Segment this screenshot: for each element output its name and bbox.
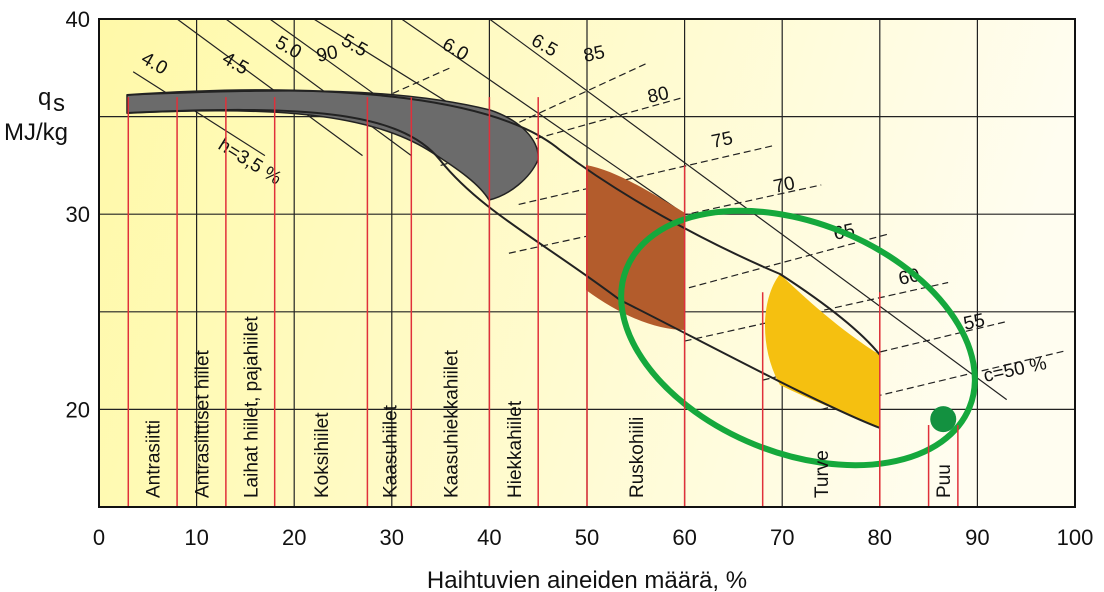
y-tick-label: 40 bbox=[66, 7, 90, 32]
carbon-line bbox=[821, 350, 1066, 410]
fuel-region-label: Kaasuhiekkahiilet bbox=[441, 349, 462, 498]
x-tick-label: 90 bbox=[965, 525, 989, 550]
highlight-ellipse bbox=[618, 207, 978, 469]
y-tick-label: 20 bbox=[66, 397, 90, 422]
fuel-region-label: Ruskohiili bbox=[627, 417, 648, 498]
fuel-region-label: Turve bbox=[812, 450, 833, 498]
carbon-line-label: 90 bbox=[315, 42, 340, 67]
fuel-region-label: Laihat hiilet, pajahiilet bbox=[241, 316, 262, 498]
fuel-envelope bbox=[126, 89, 881, 429]
carbon-line-label: 75 bbox=[710, 128, 735, 153]
y-tick-label: 30 bbox=[66, 202, 90, 227]
plot-frame bbox=[98, 18, 1076, 508]
carbon-line-label: 55 bbox=[962, 310, 987, 335]
y-axis-subscript: s bbox=[53, 90, 65, 117]
x-tick-label: 20 bbox=[282, 525, 306, 550]
hydrogen-line bbox=[401, 19, 685, 215]
fuel-region-label: Puu bbox=[934, 464, 955, 498]
fuel-region-label: Antrasiittiset hiilet bbox=[192, 349, 213, 498]
coal-region bbox=[126, 90, 539, 201]
fuel-region-label: Hiekkahiilet bbox=[505, 400, 526, 498]
x-axis-title: Haihtuvien aineiden määrä, % bbox=[427, 567, 747, 592]
carbon-line-label: 70 bbox=[772, 173, 797, 198]
x-tick-label: 80 bbox=[868, 525, 892, 550]
carbon-line bbox=[762, 320, 1007, 381]
brown-coal-region bbox=[586, 165, 685, 330]
x-tick-label: 100 bbox=[1057, 525, 1094, 550]
wood-marker bbox=[930, 406, 957, 433]
fuel-boundary-lines bbox=[127, 97, 959, 507]
x-tick-label: 0 bbox=[93, 525, 105, 550]
x-tick-label: 10 bbox=[184, 525, 208, 550]
fuel-region-label: Antrasiitti bbox=[144, 420, 165, 498]
hydrogen-line bbox=[225, 19, 412, 157]
y-axis-unit: MJ/kg bbox=[4, 119, 68, 146]
x-tick-label: 60 bbox=[672, 525, 696, 550]
hydrogen-line bbox=[176, 19, 363, 157]
x-tick-label: 30 bbox=[380, 525, 404, 550]
carbon-line-label: 85 bbox=[582, 42, 607, 67]
x-tick-label: 50 bbox=[575, 525, 599, 550]
carbon-line bbox=[440, 96, 685, 166]
y-axis-symbol: q bbox=[38, 84, 51, 111]
fuel-region-label: Koksihiilet bbox=[312, 412, 333, 498]
hydrogen-line bbox=[132, 71, 266, 157]
x-tick-label: 70 bbox=[770, 525, 794, 550]
carbon-line-label: 80 bbox=[646, 83, 671, 108]
fuel-labels: Antrasiitti Antrasiittiset hiilet Laihat h… bbox=[144, 316, 956, 498]
tick-labels: 0 10 20 30 40 50 60 70 80 90 100 20 30 40 bbox=[66, 7, 1094, 550]
fuel-region-label: Kaasuhiilet bbox=[380, 404, 401, 498]
x-tick-label: 40 bbox=[477, 525, 501, 550]
